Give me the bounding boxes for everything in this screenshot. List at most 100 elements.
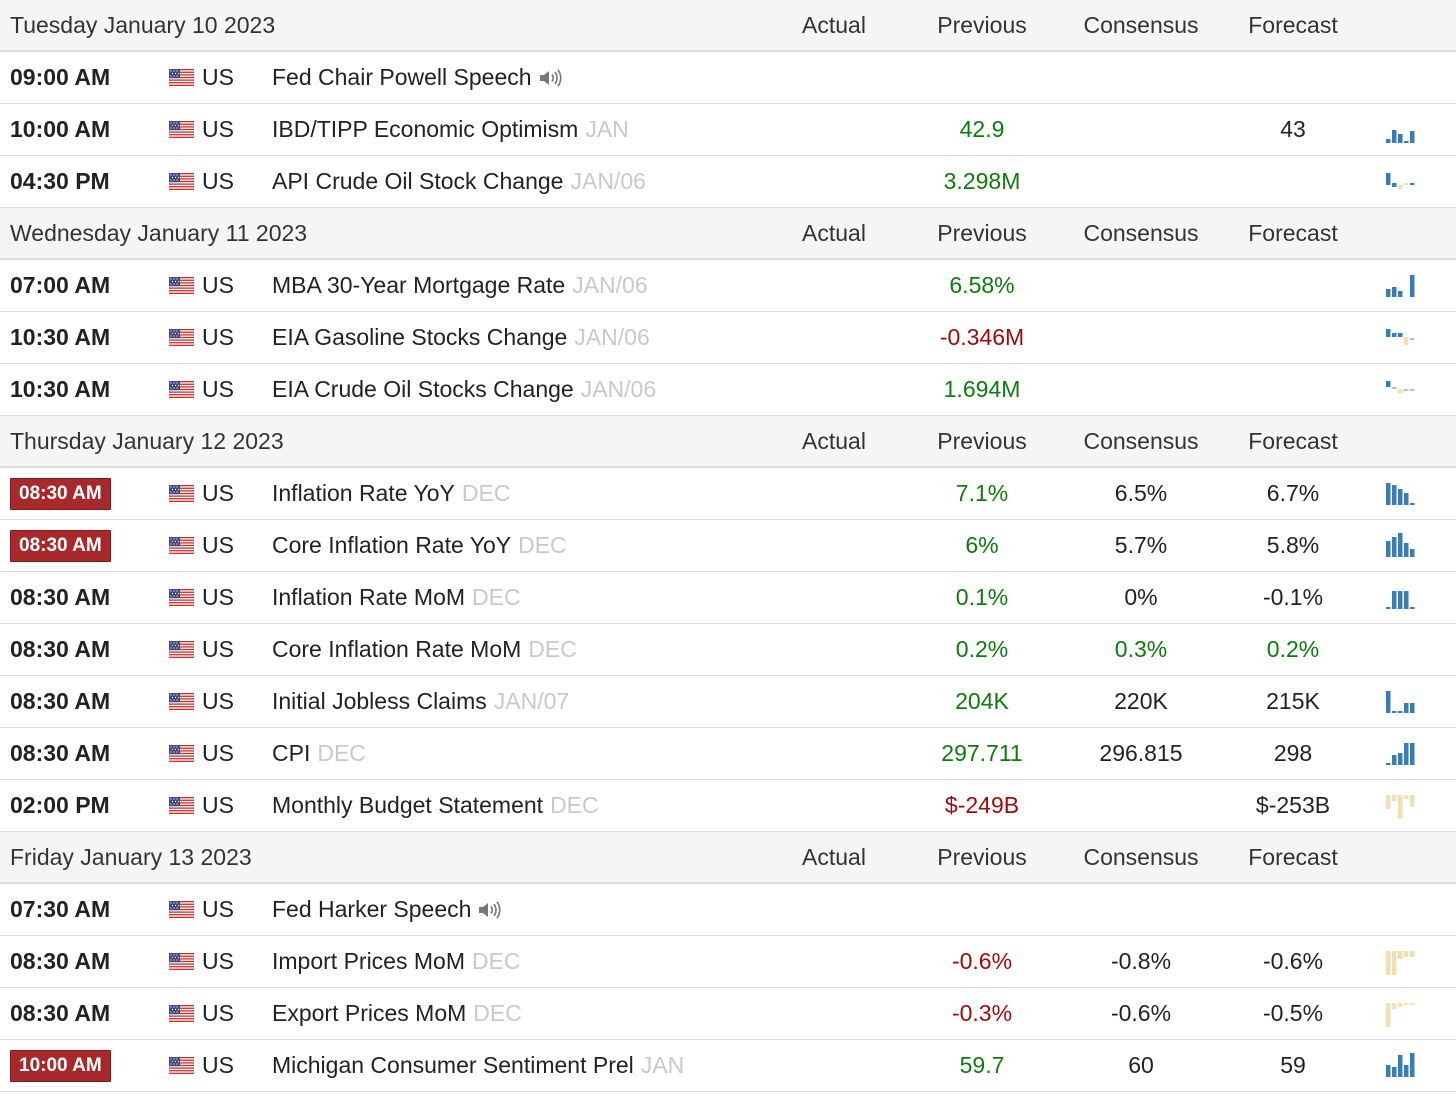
- sparkline-chart[interactable]: [1376, 156, 1424, 207]
- column-header-consensus[interactable]: Consensus: [1083, 219, 1199, 246]
- sparkline-chart[interactable]: [1376, 572, 1424, 623]
- event-name-cell[interactable]: IBD/TIPP Economic Optimism JAN: [272, 104, 629, 155]
- event-row[interactable]: 07:30 AM US Fed Harker Speech: [0, 884, 1456, 936]
- event-name-link[interactable]: MBA 30-Year Mortgage Rate: [272, 272, 566, 298]
- event-row[interactable]: 08:30 AM US Inflation Rate MoM DEC 0.1% …: [0, 572, 1456, 624]
- event-row[interactable]: 08:30 AM US Inflation Rate YoY DEC 7.1% …: [0, 468, 1456, 520]
- sparkline-bar: [1392, 950, 1397, 975]
- event-name-cell[interactable]: Import Prices MoM DEC: [272, 936, 521, 987]
- event-name-link[interactable]: Monthly Budget Statement: [272, 792, 544, 818]
- column-header-forecast[interactable]: Forecast: [1248, 843, 1338, 870]
- event-row[interactable]: 10:00 AM US Michigan Consumer Sentiment …: [0, 1040, 1456, 1092]
- event-actual: [760, 988, 908, 1039]
- column-header-previous[interactable]: Previous: [937, 11, 1027, 38]
- column-header-forecast[interactable]: Forecast: [1248, 427, 1338, 454]
- sparkline-chart[interactable]: [1376, 312, 1424, 363]
- sparkline-chart[interactable]: [1376, 104, 1424, 155]
- sparkline-chart[interactable]: [1376, 624, 1424, 675]
- sparkline-bar: [1410, 950, 1415, 957]
- event-name-cell[interactable]: API Crude Oil Stock Change JAN/06: [272, 156, 646, 207]
- event-row[interactable]: 08:30 AM US Export Prices MoM DEC -0.3% …: [0, 988, 1456, 1040]
- event-name-link[interactable]: EIA Crude Oil Stocks Change: [272, 376, 574, 402]
- sparkline-chart[interactable]: [1376, 884, 1424, 935]
- event-name-link[interactable]: Initial Jobless Claims: [272, 688, 487, 714]
- event-row[interactable]: 10:00 AM US IBD/TIPP Economic Optimism J…: [0, 104, 1456, 156]
- column-header-actual[interactable]: Actual: [802, 427, 866, 454]
- event-name-cell[interactable]: Inflation Rate YoY DEC: [272, 468, 510, 519]
- event-row[interactable]: 10:30 AM US EIA Gasoline Stocks Change J…: [0, 312, 1456, 364]
- event-row[interactable]: 08:30 AM US Import Prices MoM DEC -0.6% …: [0, 936, 1456, 988]
- event-row[interactable]: 07:00 AM US MBA 30-Year Mortgage Rate JA…: [0, 260, 1456, 312]
- sparkline-chart[interactable]: [1376, 988, 1424, 1039]
- event-name-link[interactable]: EIA Gasoline Stocks Change: [272, 324, 568, 350]
- column-header-previous[interactable]: Previous: [937, 843, 1027, 870]
- event-name-link[interactable]: CPI: [272, 740, 311, 766]
- sparkline-chart[interactable]: [1376, 728, 1424, 779]
- event-name-link[interactable]: Core Inflation Rate YoY: [272, 532, 512, 558]
- event-name-cell[interactable]: EIA Gasoline Stocks Change JAN/06: [272, 312, 650, 363]
- event-name-link[interactable]: Michigan Consumer Sentiment Prel: [272, 1052, 634, 1078]
- sparkline-chart[interactable]: [1376, 468, 1424, 519]
- column-header-consensus[interactable]: Consensus: [1083, 11, 1199, 38]
- event-name-cell[interactable]: Monthly Budget Statement DEC: [272, 780, 599, 831]
- event-row[interactable]: 04:30 PM US API Crude Oil Stock Change J…: [0, 156, 1456, 208]
- event-name-link[interactable]: Import Prices MoM: [272, 948, 465, 974]
- sparkline-bar: [1398, 1054, 1403, 1077]
- event-name-cell[interactable]: Core Inflation Rate MoM DEC: [272, 624, 577, 675]
- event-previous: -0.3%: [951, 1000, 1013, 1026]
- column-header-forecast[interactable]: Forecast: [1248, 219, 1338, 246]
- column-header-forecast[interactable]: Forecast: [1248, 11, 1338, 38]
- event-name-cell[interactable]: Fed Harker Speech: [272, 884, 503, 935]
- event-name-link[interactable]: Inflation Rate YoY: [272, 480, 455, 506]
- column-header-previous[interactable]: Previous: [937, 219, 1027, 246]
- sparkline-bar: [1410, 794, 1415, 807]
- event-name-link[interactable]: IBD/TIPP Economic Optimism: [272, 116, 579, 142]
- event-name-link[interactable]: Core Inflation Rate MoM: [272, 636, 522, 662]
- event-row[interactable]: 08:30 AM US Initial Jobless Claims JAN/0…: [0, 676, 1456, 728]
- event-name-cell[interactable]: Core Inflation Rate YoY DEC: [272, 520, 567, 571]
- event-name-cell[interactable]: Inflation Rate MoM DEC: [272, 572, 521, 623]
- column-header-actual[interactable]: Actual: [802, 11, 866, 38]
- sparkline-chart[interactable]: [1376, 52, 1424, 103]
- event-name-cell[interactable]: EIA Crude Oil Stocks Change JAN/06: [272, 364, 656, 415]
- event-name-link[interactable]: Inflation Rate MoM: [272, 584, 466, 610]
- event-name-link[interactable]: Fed Chair Powell Speech: [272, 64, 532, 90]
- event-row[interactable]: 02:00 PM US Monthly Budget Statement DEC…: [0, 780, 1456, 832]
- event-previous: 59.7: [959, 1052, 1005, 1078]
- event-name-link[interactable]: Fed Harker Speech: [272, 896, 472, 922]
- event-name-cell[interactable]: CPI DEC: [272, 728, 366, 779]
- sparkline-chart[interactable]: [1376, 936, 1424, 987]
- column-header-consensus[interactable]: Consensus: [1083, 843, 1199, 870]
- event-consensus: [1066, 104, 1216, 155]
- event-name-cell[interactable]: Michigan Consumer Sentiment Prel JAN: [272, 1040, 684, 1091]
- event-name-cell[interactable]: MBA 30-Year Mortgage Rate JAN/06: [272, 260, 648, 311]
- event-row[interactable]: 10:30 AM US EIA Crude Oil Stocks Change …: [0, 364, 1456, 416]
- sparkline-chart[interactable]: [1376, 364, 1424, 415]
- event-previous: 297.711: [941, 740, 1023, 766]
- sparkline-bar: [1404, 388, 1409, 391]
- column-header-previous[interactable]: Previous: [937, 427, 1027, 454]
- event-row[interactable]: 08:30 AM US Core Inflation Rate MoM DEC …: [0, 624, 1456, 676]
- sparkline-bar: [1392, 1002, 1397, 1009]
- sparkline-chart[interactable]: [1376, 1040, 1424, 1091]
- sparkline-chart[interactable]: [1376, 676, 1424, 727]
- event-name-cell[interactable]: Initial Jobless Claims JAN/07: [272, 676, 569, 727]
- event-row[interactable]: 08:30 AM US Core Inflation Rate YoY DEC …: [0, 520, 1456, 572]
- event-forecast: 0.2%: [1266, 636, 1320, 662]
- sparkline-bar: [1410, 1002, 1415, 1005]
- sparkline-chart[interactable]: [1376, 260, 1424, 311]
- event-consensus: 0%: [1124, 584, 1158, 610]
- column-header-consensus[interactable]: Consensus: [1083, 427, 1199, 454]
- sparkline-chart[interactable]: [1376, 780, 1424, 831]
- event-row[interactable]: 08:30 AM US CPI DEC 297.711 296.815 298: [0, 728, 1456, 780]
- event-name-link[interactable]: API Crude Oil Stock Change: [272, 168, 564, 194]
- sparkline-chart[interactable]: [1376, 520, 1424, 571]
- column-header-actual[interactable]: Actual: [802, 219, 866, 246]
- event-name-cell[interactable]: Fed Chair Powell Speech: [272, 52, 564, 103]
- sparkline-bar: [1404, 542, 1409, 557]
- event-name-link[interactable]: Export Prices MoM: [272, 1000, 467, 1026]
- event-time: 08:30 AM: [10, 520, 111, 571]
- event-name-cell[interactable]: Export Prices MoM DEC: [272, 988, 522, 1039]
- event-row[interactable]: 09:00 AM US Fed Chair Powell Speech: [0, 52, 1456, 104]
- column-header-actual[interactable]: Actual: [802, 843, 866, 870]
